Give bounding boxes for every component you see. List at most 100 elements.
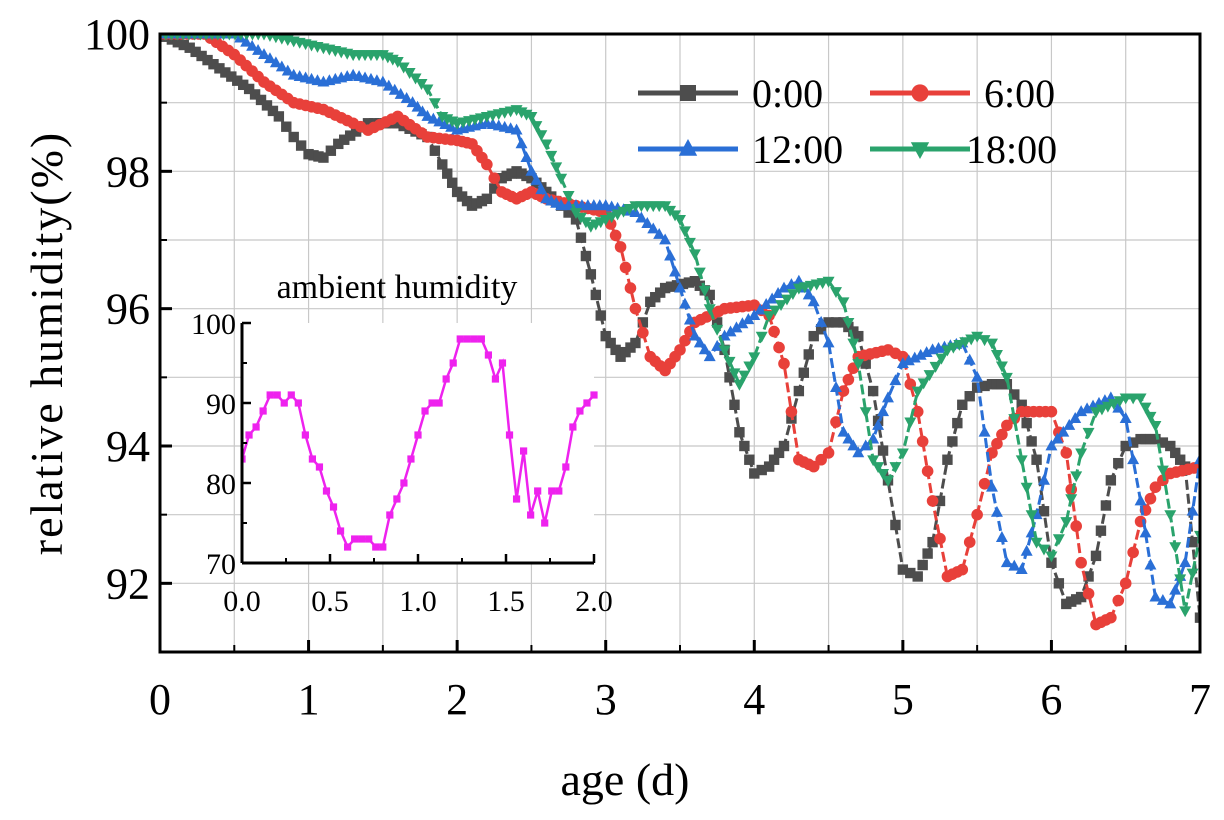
data-point (978, 425, 991, 437)
data-point (659, 282, 671, 294)
data-point (1031, 454, 1042, 465)
data-point (916, 435, 929, 448)
data-point (1083, 571, 1094, 582)
data-point (704, 289, 715, 301)
x-tick-label: 6 (1040, 675, 1062, 724)
data-point (1045, 439, 1058, 451)
data-point (1170, 447, 1181, 459)
data-point (1045, 405, 1058, 418)
inset-data-point (414, 431, 422, 439)
data-point (896, 448, 909, 460)
data-point (325, 145, 337, 156)
inset-data-point (520, 447, 528, 455)
data-point (1038, 473, 1050, 485)
inset-data-point (379, 543, 387, 551)
data-point (1053, 578, 1065, 589)
legend-label: 6:00 (984, 71, 1055, 116)
data-point (585, 269, 597, 280)
data-point (769, 305, 782, 317)
data-point (802, 288, 815, 300)
data-point (867, 455, 880, 467)
data-point (1149, 420, 1162, 432)
data-point (934, 495, 946, 507)
legend-item-12-00: 12:00 (638, 127, 843, 172)
data-point (995, 361, 1008, 373)
inset-x-tick-label: 0.0 (223, 585, 261, 618)
data-point (897, 564, 909, 575)
data-point (609, 229, 622, 242)
data-point (659, 233, 672, 245)
inset-data-point (562, 463, 570, 471)
data-point (917, 378, 930, 390)
data-point (403, 68, 416, 79)
legend-label: 0:00 (752, 71, 823, 116)
data-point (842, 317, 855, 329)
data-point (1164, 510, 1177, 522)
data-point (415, 79, 428, 90)
data-point (515, 137, 528, 149)
data-point (724, 372, 735, 383)
inset-data-point (280, 399, 288, 407)
series-6-00 (160, 34, 1200, 631)
data-point (1186, 568, 1199, 580)
data-point (703, 304, 716, 316)
data-point (196, 50, 207, 62)
data-point (248, 34, 257, 41)
data-point (995, 531, 1008, 542)
data-point (1186, 504, 1199, 516)
data-point (1194, 612, 1200, 623)
data-point (922, 548, 933, 559)
data-point (614, 241, 627, 253)
data-point (671, 280, 683, 291)
data-point (775, 300, 788, 312)
data-point (1187, 536, 1198, 548)
data-point (1081, 402, 1094, 414)
data-point (798, 367, 810, 378)
data-point (1063, 418, 1076, 430)
inset-data-point (498, 359, 507, 367)
data-point (1174, 454, 1186, 465)
inset-y-tick-label: 70 (206, 548, 236, 581)
data-point (1090, 550, 1102, 562)
data-point (963, 353, 976, 365)
data-point (991, 437, 1003, 450)
data-point (693, 267, 706, 279)
data-point (822, 336, 835, 348)
data-point (1120, 440, 1131, 452)
data-point (923, 370, 936, 382)
data-point (743, 361, 756, 373)
data-point (318, 152, 329, 163)
data-point (255, 94, 267, 106)
inset-data-point (428, 399, 436, 407)
data-point (964, 391, 975, 402)
inset-x-tick-label: 1.5 (487, 585, 525, 618)
data-point (683, 313, 696, 325)
data-point (872, 462, 885, 474)
data-point (555, 173, 568, 185)
legend-item-0-00: 0:00 (638, 71, 823, 116)
data-point (429, 145, 441, 156)
main-axis-ticks: 0 1 2 3 4 5 6 7 92 94 96 98 100 (84, 10, 1211, 724)
data-point (890, 519, 901, 531)
data-point (530, 173, 543, 185)
inset-data-point (294, 399, 302, 407)
inset-data-point (548, 487, 556, 495)
inset-x-tick-label: 0.5 (311, 585, 349, 618)
data-point (669, 265, 682, 277)
inset-series-ambient (242, 335, 598, 551)
data-point (220, 67, 231, 78)
data-point (1127, 437, 1139, 448)
data-point (281, 64, 294, 76)
data-point (1075, 556, 1087, 569)
data-point (1025, 510, 1038, 522)
data-point (978, 335, 991, 347)
data-point (1001, 419, 1013, 432)
data-point (1144, 558, 1157, 570)
data-point (238, 79, 249, 91)
data-point (822, 276, 835, 288)
inset-data-point (273, 391, 281, 399)
data-point (1075, 448, 1088, 460)
data-point (734, 427, 745, 438)
data-point (830, 381, 842, 393)
data-point (711, 324, 724, 336)
